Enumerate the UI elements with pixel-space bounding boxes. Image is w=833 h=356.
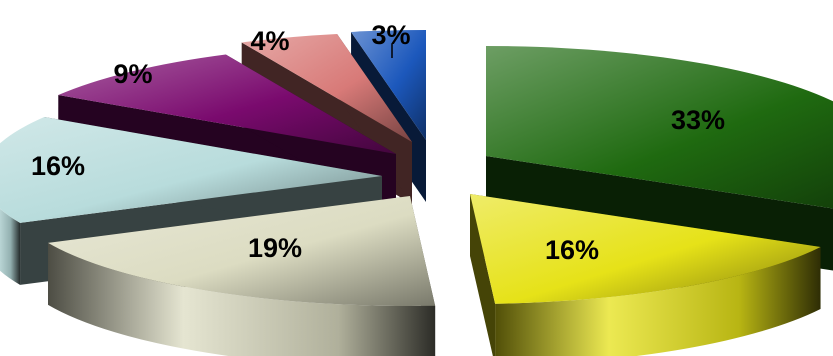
data-label: 16%	[545, 235, 599, 265]
data-label: 3%	[371, 20, 410, 50]
pie-slice-3	[48, 196, 436, 356]
slice-rim	[495, 246, 821, 356]
slice-top	[241, 33, 412, 142]
slice-top	[58, 54, 396, 154]
data-label: 19%	[248, 233, 302, 263]
data-label: 33%	[671, 105, 725, 135]
slice-top	[470, 194, 821, 304]
slice-rim	[0, 208, 21, 285]
pie-slice-2	[470, 194, 821, 356]
slice-top	[0, 117, 382, 223]
data-label: 16%	[31, 151, 85, 181]
slice-top	[48, 196, 436, 306]
data-label: 4%	[250, 26, 289, 56]
slice-top	[351, 30, 426, 140]
slice-top	[486, 46, 833, 209]
slice-wall	[470, 194, 496, 356]
slice-rim	[48, 242, 436, 356]
data-label: 9%	[113, 59, 152, 89]
